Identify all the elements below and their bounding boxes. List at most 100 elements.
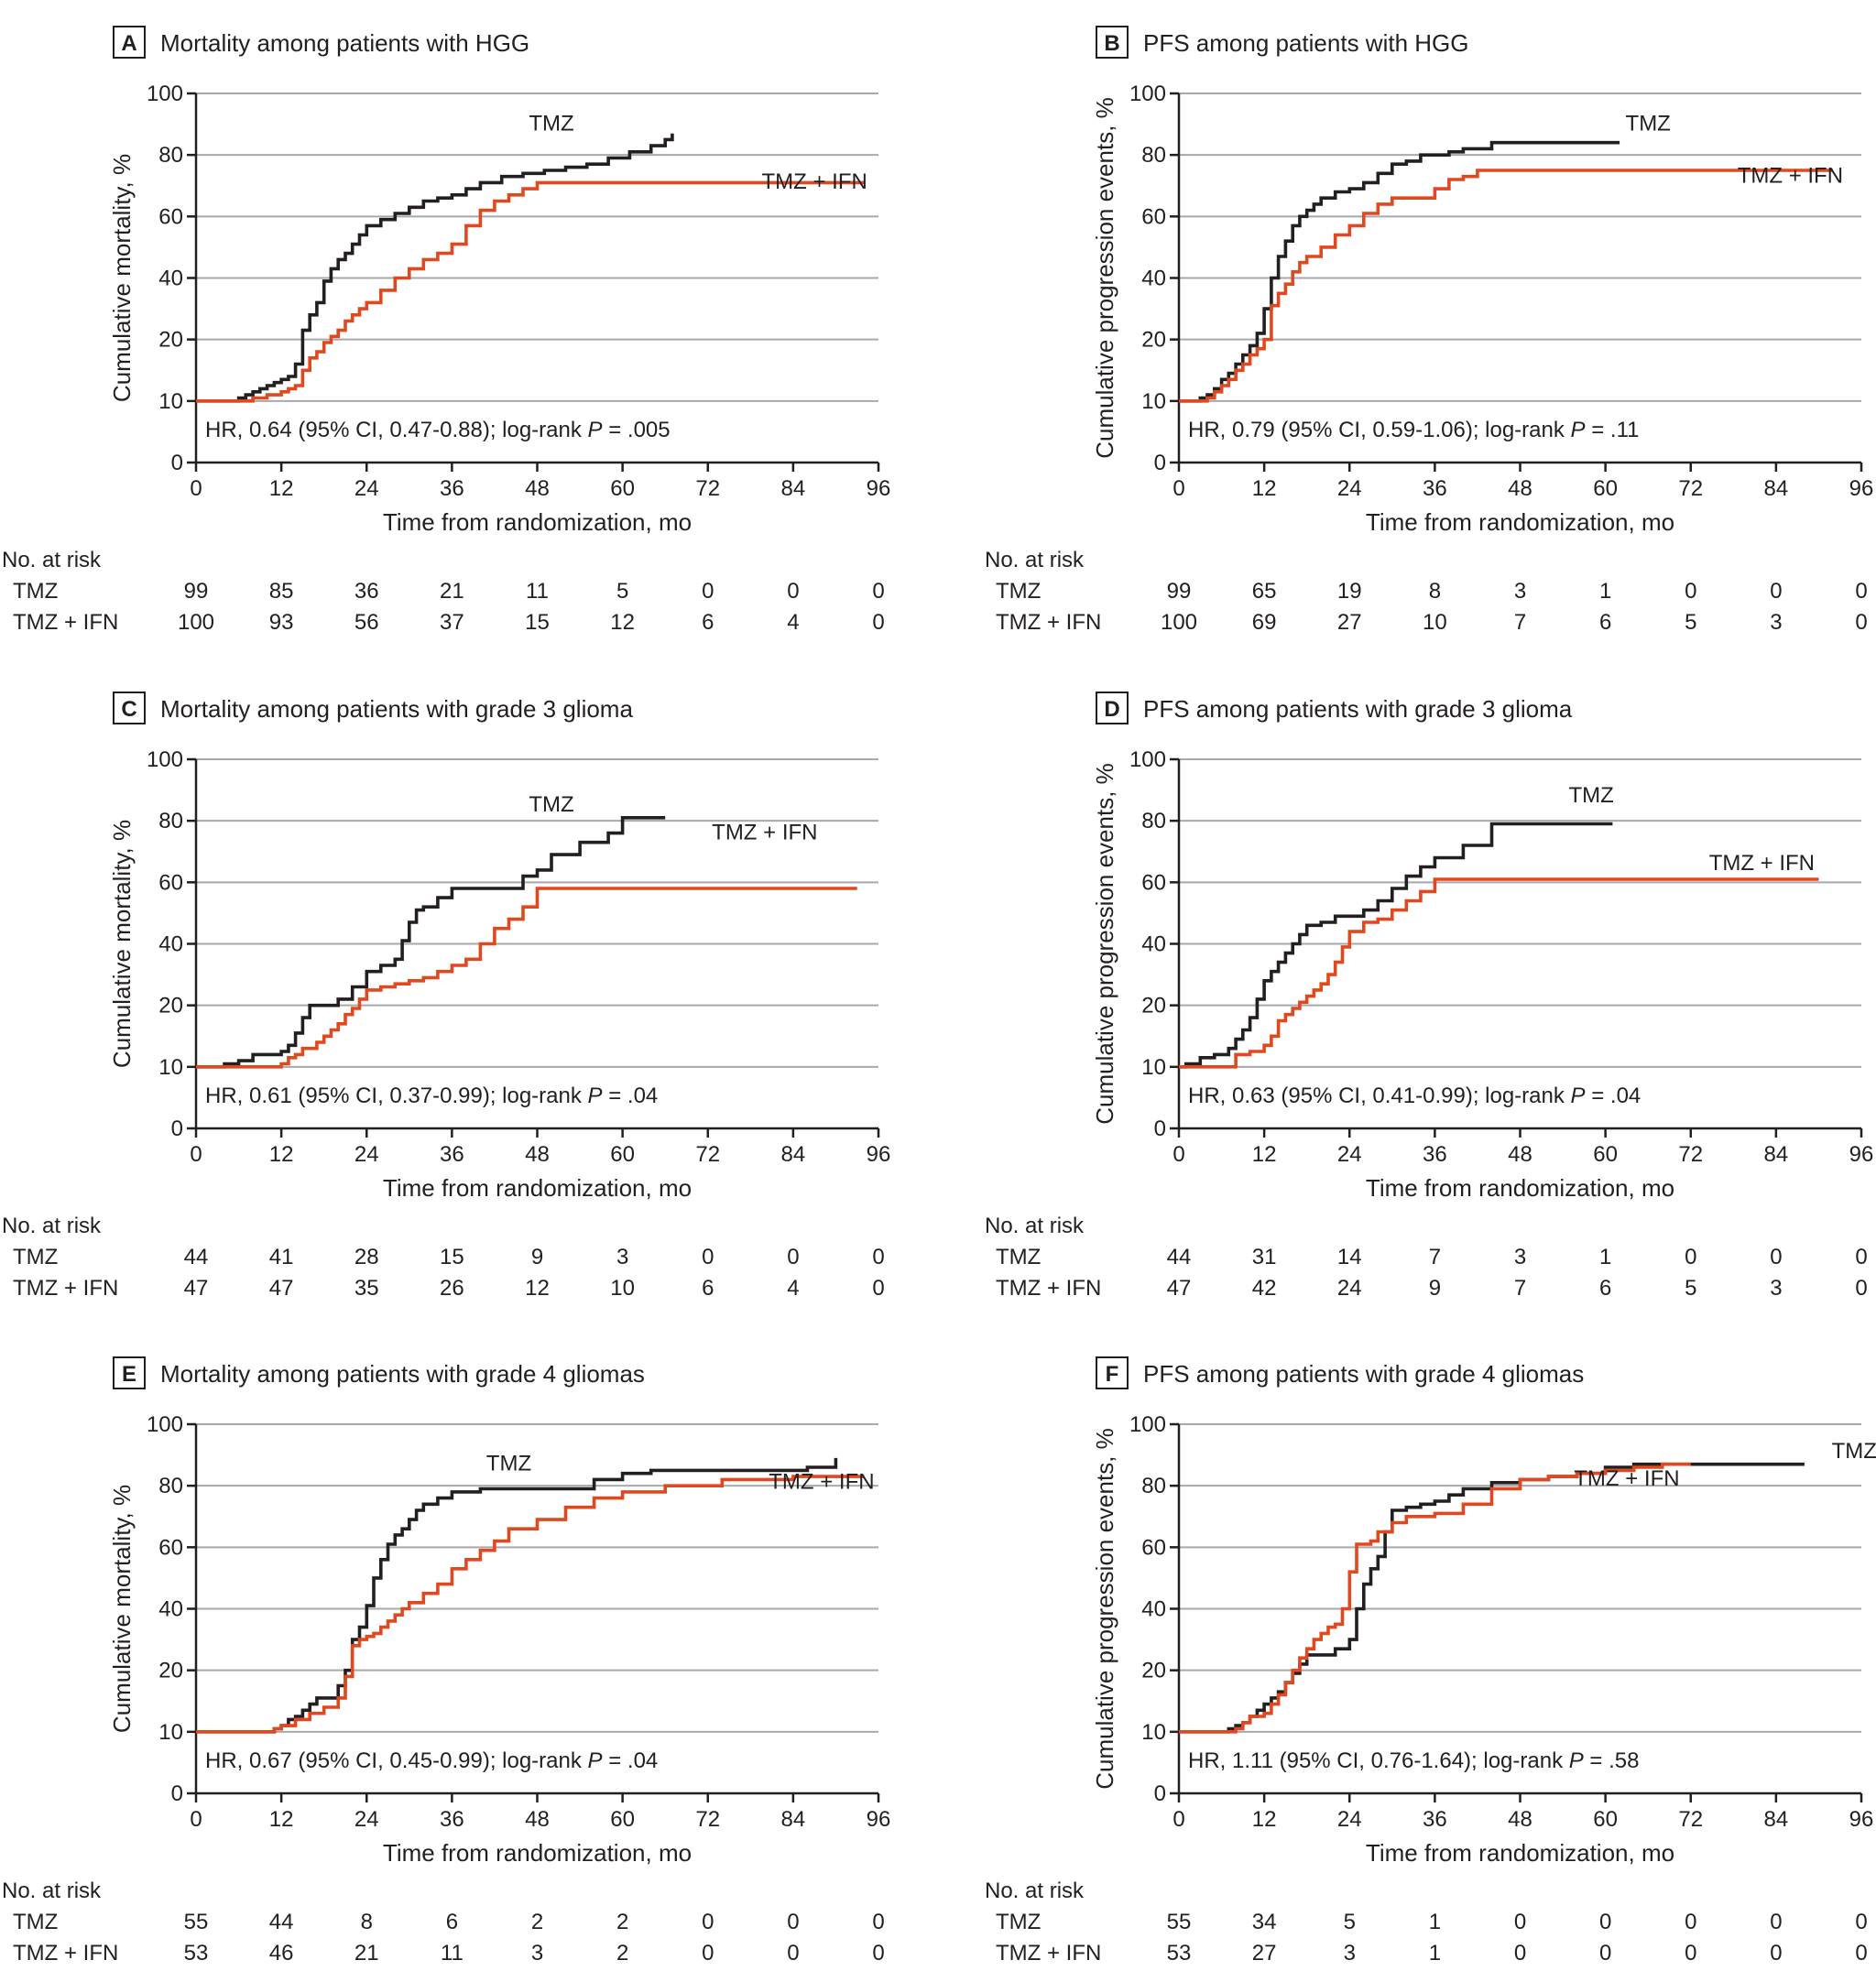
x-tick-label: 72 <box>1678 476 1703 501</box>
y-tick-label: 0 <box>171 451 183 475</box>
risk-count: 6 <box>1599 1276 1611 1301</box>
risk-count: 24 <box>1337 1276 1362 1301</box>
risk-count: 12 <box>610 610 635 635</box>
risk-table-header: No. at risk <box>2 1214 102 1238</box>
risk-count: 3 <box>1344 1941 1356 1966</box>
x-tick-label: 96 <box>1849 476 1874 501</box>
risk-count: 0 <box>1855 1276 1867 1301</box>
x-tick-label: 60 <box>1593 1142 1618 1167</box>
risk-count: 14 <box>1337 1245 1362 1269</box>
x-tick-label: 36 <box>440 476 464 501</box>
risk-count: 12 <box>525 1276 550 1301</box>
risk-count: 53 <box>184 1941 209 1966</box>
panel-title: Mortality among patients with grade 3 gl… <box>160 695 633 723</box>
tmz-ifn-series-label: TMZ + IFN <box>761 169 867 194</box>
panel-letter: E <box>122 1362 136 1387</box>
risk-count: 19 <box>1337 579 1362 604</box>
panel-title: PFS among patients with grade 3 glioma <box>1143 695 1573 723</box>
panel-letter: D <box>1104 697 1119 722</box>
hr-annotation-value: = .04 <box>603 1748 659 1773</box>
y-tick-label: 100 <box>147 1412 183 1437</box>
risk-count: 46 <box>269 1941 294 1966</box>
risk-row-label: TMZ + IFN <box>996 610 1101 635</box>
risk-table-header: No. at risk <box>985 1214 1085 1238</box>
risk-count: 0 <box>1855 579 1867 604</box>
x-tick-label: 72 <box>695 1807 720 1832</box>
x-tick-label: 72 <box>695 1142 720 1167</box>
x-tick-label: 84 <box>781 476 806 501</box>
panel-letter-box <box>1096 26 1129 59</box>
y-tick-label: 10 <box>158 1720 183 1745</box>
x-tick-label: 60 <box>610 476 635 501</box>
risk-count: 15 <box>440 1245 464 1269</box>
risk-row-label: TMZ + IFN <box>996 1276 1101 1301</box>
panel-letter-box <box>1096 692 1129 724</box>
risk-count: 0 <box>702 1910 714 1934</box>
risk-count: 0 <box>1770 579 1782 604</box>
panel-letter: A <box>121 31 136 56</box>
risk-row-label: TMZ <box>996 1910 1041 1934</box>
tmz-series-label: TMZ <box>1568 783 1613 808</box>
hr-annotation-value: = .04 <box>603 1084 659 1108</box>
x-tick-label: 84 <box>781 1807 806 1832</box>
y-tick-label: 20 <box>1141 1659 1166 1683</box>
x-tick-label: 72 <box>1678 1142 1703 1167</box>
risk-count: 28 <box>354 1245 379 1269</box>
risk-count: 47 <box>184 1276 209 1301</box>
x-tick-label: 48 <box>1508 476 1532 501</box>
x-tick-label: 12 <box>269 1142 294 1167</box>
y-tick-label: 60 <box>1141 204 1166 229</box>
risk-count: 0 <box>787 1910 799 1934</box>
y-tick-label: 40 <box>1141 267 1166 291</box>
risk-count: 5 <box>1344 1910 1356 1934</box>
hr-annotation: HR, 1.11 (95% CI, 0.76-1.64); log-rank P… <box>1188 1748 1639 1773</box>
risk-count: 3 <box>1514 1245 1526 1269</box>
x-tick-label: 24 <box>354 476 379 501</box>
tmz-series-label: TMZ <box>1832 1439 1876 1464</box>
panel-e: E Mortality among patients with grade 4 g… <box>2 1356 890 1966</box>
x-tick-label: 24 <box>354 1142 379 1167</box>
x-tick-label: 0 <box>190 1807 202 1832</box>
risk-count: 2 <box>616 1941 628 1966</box>
risk-count: 35 <box>354 1276 379 1301</box>
hr-annotation-text: HR, 0.67 (95% CI, 0.45-0.99); log-rank <box>205 1748 588 1773</box>
risk-count: 36 <box>354 579 379 604</box>
risk-count: 0 <box>872 610 884 635</box>
panel-title: Mortality among patients with HGG <box>160 29 529 57</box>
y-tick-label: 40 <box>1141 1597 1166 1622</box>
risk-count: 1 <box>1429 1941 1441 1966</box>
risk-count: 0 <box>1855 1941 1867 1966</box>
y-tick-label: 0 <box>171 1781 183 1806</box>
x-tick-label: 0 <box>1172 1807 1184 1832</box>
risk-count: 55 <box>1167 1910 1192 1934</box>
risk-count: 6 <box>702 610 714 635</box>
panel-letter-box <box>113 26 146 59</box>
risk-count: 6 <box>446 1910 458 1934</box>
x-tick-label: 96 <box>867 1142 891 1167</box>
y-tick-label: 40 <box>158 932 183 957</box>
tmz-ifn-series-label: TMZ + IFN <box>1574 1466 1679 1491</box>
risk-count: 44 <box>184 1245 209 1269</box>
y-tick-label: 20 <box>158 994 183 1018</box>
panel-title: PFS among patients with grade 4 gliomas <box>1143 1360 1584 1388</box>
risk-count: 0 <box>872 1276 884 1301</box>
risk-count: 55 <box>184 1910 209 1934</box>
x-tick-label: 0 <box>190 476 202 501</box>
tmz-curve <box>1179 140 1620 403</box>
risk-row-label: TMZ <box>996 1245 1041 1269</box>
y-tick-label: 40 <box>158 267 183 291</box>
risk-count: 0 <box>1770 1941 1782 1966</box>
hr-annotation-text: HR, 1.11 (95% CI, 0.76-1.64); log-rank <box>1188 1748 1569 1773</box>
x-tick-label: 24 <box>1337 1142 1362 1167</box>
risk-count: 41 <box>269 1245 294 1269</box>
hr-annotation: HR, 0.61 (95% CI, 0.37-0.99); log-rank P… <box>205 1084 658 1108</box>
risk-count: 31 <box>1252 1245 1277 1269</box>
y-tick-label: 100 <box>1129 747 1166 772</box>
risk-count: 11 <box>526 579 549 604</box>
hr-annotation-text: HR, 0.61 (95% CI, 0.37-0.99); log-rank <box>205 1084 588 1108</box>
x-tick-label: 12 <box>269 1807 294 1832</box>
x-tick-label: 60 <box>1593 1807 1618 1832</box>
x-tick-label: 84 <box>1764 1142 1789 1167</box>
x-tick-label: 12 <box>1252 1807 1277 1832</box>
y-tick-label: 80 <box>1141 1474 1166 1498</box>
